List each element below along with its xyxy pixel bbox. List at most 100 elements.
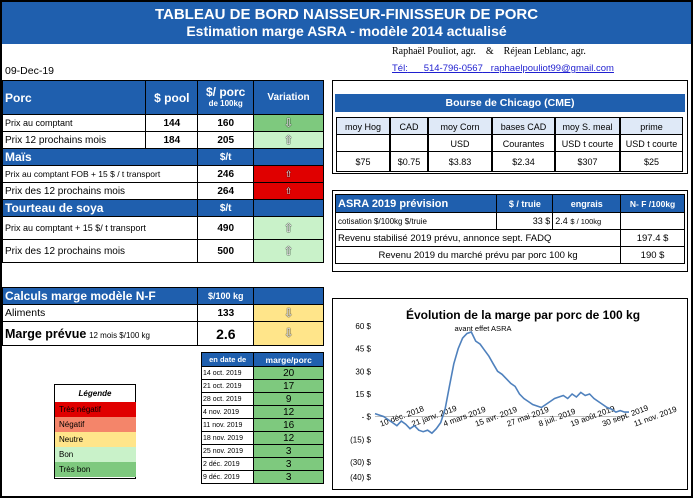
history-header: en date de marge/porc — [200, 352, 324, 367]
arrow-up-icon: ⇧ — [283, 243, 294, 258]
history-row: 11 nov. 2019 16 — [200, 418, 324, 432]
col-variation: Variation — [253, 80, 324, 115]
y-tick-label: 45 $ — [355, 345, 371, 354]
cme-unit: USD t courte — [555, 134, 620, 152]
revenu-marche-label: Revenu 2019 du marché prévu par porc 100… — [334, 246, 622, 264]
margin-chart-panel: Évolution de la marge par porc de 100 kg… — [332, 298, 688, 490]
variation-cell: ⇧ — [253, 216, 324, 240]
mais-label: Prix des 12 prochains mois — [1, 182, 199, 200]
porc-pool-value: 144 — [145, 114, 199, 132]
soya-unit: $/t — [197, 199, 255, 217]
porc-row-12mois: Prix 12 prochains mois 184 205 ⇧ — [1, 131, 324, 149]
legend-title: Légende — [78, 389, 112, 398]
arrow-up-icon: ⇧ — [284, 186, 293, 196]
soya-header: Tourteau de soya $/t — [1, 199, 324, 217]
email-link[interactable]: raphaelpouliot99@gmail.com — [490, 63, 614, 74]
history-value: 3 — [253, 444, 324, 458]
revenu-marche-row: Revenu 2019 du marché prévu par porc 100… — [334, 246, 685, 264]
porc-value: 160 — [197, 114, 255, 132]
y-tick-label: - $ — [362, 413, 372, 422]
chart-title: Évolution de la marge par porc de 100 kg — [406, 307, 640, 322]
arrow-down-icon: ⇩ — [283, 326, 294, 340]
col-pool: $ pool — [145, 80, 199, 115]
asra-table: ASRA 2019 prévision $ / truie engrais N-… — [334, 194, 685, 264]
arrow-up-icon: ⇧ — [283, 220, 294, 235]
asra-header: ASRA 2019 prévision $ / truie engrais N-… — [334, 194, 685, 213]
y-tick-label: 30 $ — [355, 367, 371, 376]
cme-header: moy Hog — [336, 117, 390, 135]
asra-panel — [332, 190, 688, 272]
porc-row-comptant: Prix au comptant 144 160 ⇩ — [1, 114, 324, 132]
variation-cell: ⇩ — [253, 114, 324, 132]
col-porc-l1: $/ porc — [206, 84, 246, 99]
variation-cell: ⇩ — [253, 321, 324, 346]
marge-prevue-label: Marge prévue — [5, 326, 87, 341]
history-value: 17 — [253, 379, 324, 393]
history-row: 21 oct. 2019 17 — [200, 379, 324, 393]
legend-box: Légende Très négatif Négatif Neutre Bon Très… — [54, 384, 136, 479]
history-date: 14 oct. 2019 — [200, 366, 255, 380]
cme-value: $0.75 — [390, 151, 428, 172]
arrow-down-icon: ⇩ — [283, 115, 294, 130]
cme-value: $2.34 — [492, 151, 555, 172]
revenu-stab-value: 197.4 $ — [620, 229, 685, 247]
marge-header-empty — [253, 287, 324, 305]
cme-header: moy Corn — [428, 117, 492, 135]
history-body: 14 oct. 2019 20 21 oct. 2019 17 28 oct. 2019… — [200, 366, 324, 484]
porc-label: Prix 12 prochains mois — [1, 131, 147, 149]
cme-title: Bourse de Chicago (CME) — [335, 94, 685, 112]
tel-number[interactable]: 514-796-0567 — [423, 63, 483, 74]
marge-prevue-cell: Marge prévue 12 mois $/100 kg — [1, 321, 199, 346]
legend-item: Bon — [55, 447, 136, 462]
mais-header-empty — [253, 148, 324, 166]
cme-value: $3.83 — [428, 151, 492, 172]
cotisation-row: cotisation $/100kg $/truie 33 $ 2.4 $ / … — [334, 212, 685, 230]
page-title: TABLEAU DE BORD NAISSEUR-FINISSEUR DE PO… — [154, 6, 539, 23]
prices-table: Porc $ pool $/ porc de 100kg Variation P… — [1, 80, 324, 263]
history-row: 25 nov. 2019 3 — [200, 444, 324, 458]
y-tick-label: (15) $ — [350, 435, 371, 444]
author-1: Raphaël Pouliot, agr. — [392, 46, 476, 57]
y-tick-label: (40) $ — [350, 473, 371, 482]
marge-section-title: Calculs marge modèle N-F — [1, 287, 199, 305]
asra-col-engrais: engrais — [552, 194, 622, 213]
soya-section-title: Tourteau de soya — [1, 199, 199, 217]
aliments-row: Aliments 133 ⇩ — [1, 304, 324, 322]
cme-header: moy S. meal — [555, 117, 620, 135]
report-date: 09-Dec-19 — [5, 65, 55, 77]
mais-row-12mois: Prix des 12 prochains mois 264 ⇧ — [1, 182, 324, 200]
cotisation-engrais-cell: 2.4 $ / 100kg — [552, 212, 622, 230]
cme-value: $75 — [336, 151, 390, 172]
history-date: 2 déc. 2019 — [200, 457, 255, 471]
revenu-stab-label: Revenu stabilisé 2019 prévu, annonce sep… — [334, 229, 622, 247]
mais-label: Prix au comptant FOB + 15 $ / t transpor… — [1, 165, 199, 183]
cme-unit — [390, 134, 428, 152]
contact-line[interactable]: Tél: 514-796-0567 raphaelpouliot99@gmail… — [392, 63, 614, 74]
soya-label: Prix des 12 prochains mois — [1, 239, 199, 263]
mais-value: 246 — [197, 165, 255, 183]
revenu-stab-row: Revenu stabilisé 2019 prévu, annonce sep… — [334, 229, 685, 247]
variation-cell: ⇧ — [253, 239, 324, 263]
title-band: TABLEAU DE BORD NAISSEUR-FINISSEUR DE PO… — [2, 2, 691, 44]
arrow-up-icon: ⇧ — [284, 169, 293, 179]
history-row: 28 oct. 2019 9 — [200, 392, 324, 406]
marge-prevue-row: Marge prévue 12 mois $/100 kg 2.6 ⇩ — [1, 321, 324, 346]
authors-amp: & — [485, 46, 494, 57]
mais-row-comptant: Prix au comptant FOB + 15 $ / t transpor… — [1, 165, 324, 183]
history-row: 2 déc. 2019 3 — [200, 457, 324, 471]
chart-series — [374, 331, 629, 435]
soya-header-empty — [253, 199, 324, 217]
history-row: 18 nov. 2019 12 — [200, 431, 324, 445]
history-col-value: marge/porc — [253, 352, 324, 367]
margin-chart: Évolution de la marge par porc de 100 kg… — [350, 307, 678, 482]
history-row: 14 oct. 2019 20 — [200, 366, 324, 380]
chart-subtitle: avant effet ASRA — [455, 324, 512, 333]
history-date: 9 déc. 2019 — [200, 470, 255, 484]
history-table: en date de marge/porc 14 oct. 2019 20 21 o… — [200, 352, 324, 484]
asra-col-nf: N- F /100kg — [620, 194, 685, 213]
cme-unit: USD t courte — [620, 134, 683, 152]
soya-row-comptant: Prix au comptant + 15 $/ t transport 490… — [1, 216, 324, 240]
cme-unit: Courantes — [492, 134, 555, 152]
history-value: 3 — [253, 470, 324, 484]
arrow-down-icon: ⇩ — [283, 305, 294, 320]
